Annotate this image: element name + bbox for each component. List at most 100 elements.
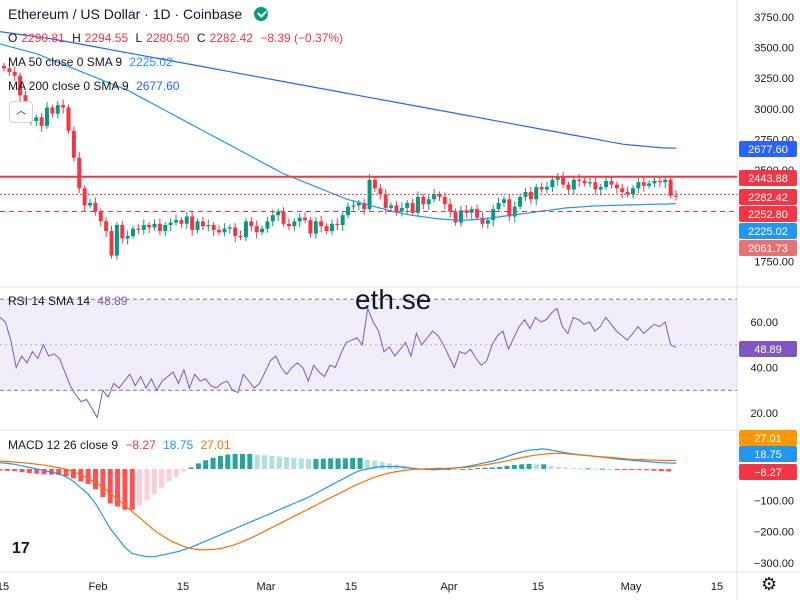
macd-histogram-bar [636,469,642,470]
macd-hist-value: −8.27 [125,438,156,452]
macd-histogram-bar [70,469,76,479]
macd-histogram-bar [666,469,672,472]
candle-body [432,194,437,200]
price-tick-label: 3500.00 [754,43,794,55]
symbol-title[interactable]: Ethereum / US Dollar · 1D · Coinbase [8,6,272,22]
candle-body [7,68,12,73]
candle-body [233,227,238,237]
candle-body [200,221,205,227]
macd-histogram-bar [151,469,157,495]
time-tick-label: Feb [89,581,108,593]
rsi-label: RSI 14 SMA 14 [8,294,91,308]
macd-histogram-bar [519,464,525,469]
macd-histogram-bar [144,469,150,501]
candle-body [297,217,302,222]
candle-body [593,182,598,190]
candle-body [109,231,114,256]
candle-body [475,209,480,218]
candle-body [437,194,442,197]
price-tick-label: 3250.00 [754,73,794,85]
candle-body [421,196,426,205]
candle-body [55,105,60,114]
time-tick-label: Mar [257,581,276,593]
candle-body [168,222,173,225]
macd-histogram-bar [320,458,326,469]
macd-histogram-bar [453,469,459,470]
rsi-legend[interactable]: RSI 14 SMA 14 48.89 [8,294,131,308]
ma200-value: 2677.60 [136,79,180,93]
candle-body [254,226,259,233]
macd-legend[interactable]: MACD 12 26 close 9 −8.27 18.75 27.01 [8,438,235,452]
candle-body [179,220,184,224]
candle-body [2,65,6,69]
macd-tick-label: −100.00 [754,495,794,507]
macd-histogram-bar [614,469,620,470]
candle-body [496,202,501,210]
open-label: O [8,31,18,45]
candle-body [39,117,44,126]
collapse-legend-button[interactable]: ︿ [9,101,33,123]
macd-histogram-bar [0,469,3,471]
candle-body [394,205,399,212]
macd-histogram-bar [482,467,488,469]
candle-body [120,224,125,239]
candle-body [190,216,195,230]
macd-histogram-bar [335,458,341,469]
macd-histogram-bar [298,458,304,469]
macd-value-badge-text: 18.75 [754,449,782,461]
macd-histogram-bar [328,458,334,469]
macd-histogram-bar [181,469,187,472]
candle-body [625,191,630,195]
time-tick-label: 15 [177,581,189,593]
time-tick-label: May [621,581,642,593]
macd-histogram-bar [195,463,201,469]
candle-body [674,195,678,197]
macd-histogram-bar [115,469,121,507]
macd-histogram-bar [629,469,635,470]
macd-histogram-bar [217,455,223,469]
candle-body [604,180,609,188]
gear-icon[interactable]: ⚙ [761,574,778,594]
macd-histogram-bar [239,453,245,469]
candle-body [136,228,141,230]
candle-body [378,188,383,195]
candle-body [657,180,662,183]
price-tick-label: 3750.00 [754,12,794,24]
price-label-last [739,189,797,205]
macd-histogram-bar [372,460,378,469]
macd-histogram-bar [533,464,539,469]
candle-body [630,188,635,195]
visibility-check-icon[interactable] [254,7,269,21]
time-tick-label: 15 [0,581,9,593]
low-value: 2280.50 [146,31,190,45]
candle-body [329,223,334,232]
close-label: C [196,31,206,45]
candle-body [281,211,286,224]
macd-signal-value: 27.01 [200,438,231,452]
macd-histogram-bar [622,469,628,470]
candle-body [93,202,98,212]
macd-histogram-bar [254,454,260,469]
candle-body [362,202,367,210]
macd-histogram-bar [63,469,69,477]
ma50-legend[interactable]: MA 50 close 0 SMA 9 2225.02 [8,55,177,69]
macd-histogram-bar [4,469,10,471]
macd-value-badge [739,464,797,480]
ma200-legend[interactable]: MA 200 close 0 SMA 9 2677.60 [8,79,183,93]
price-label-level [739,206,797,222]
candle-body [260,228,265,233]
candle-body [303,217,308,221]
macd-histogram-bar [19,469,25,473]
price-tick-label: 3000.00 [754,104,794,116]
macd-histogram-bar [511,464,517,469]
candle-body [491,209,496,221]
candle-body [405,202,410,208]
candle-body [50,107,55,114]
tradingview-logo-icon[interactable]: 17 [12,540,30,557]
macd-histogram-bar [12,469,18,472]
rsi-value: 48.89 [97,294,128,308]
macd-histogram-bar [137,469,143,506]
candle-body [469,209,474,213]
candle-body [98,211,103,222]
